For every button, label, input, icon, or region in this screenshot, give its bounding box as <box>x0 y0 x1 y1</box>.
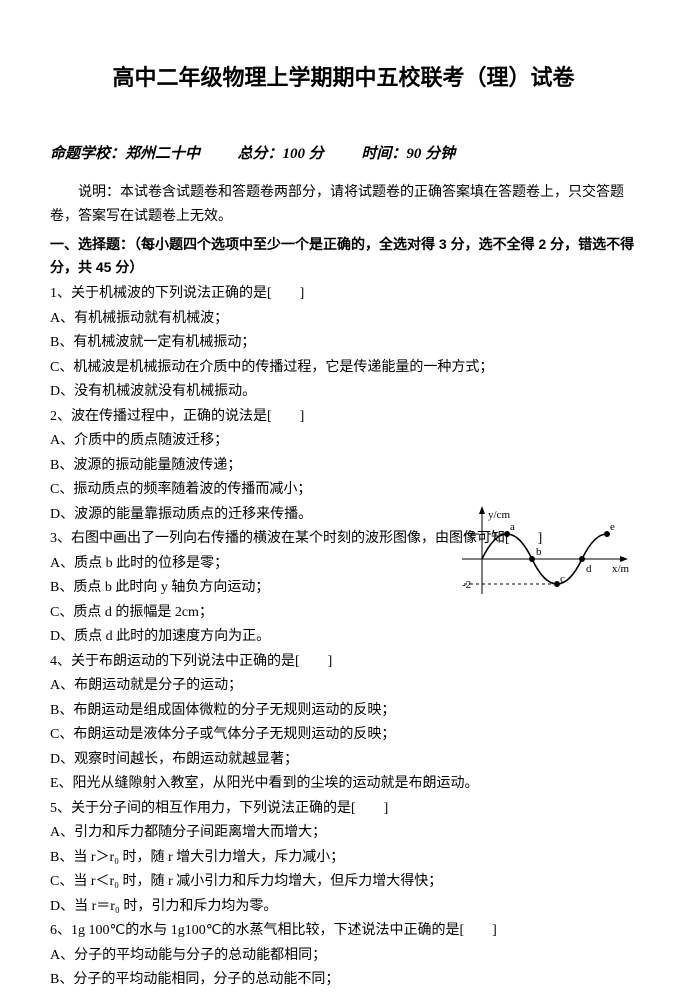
point-b <box>529 556 535 562</box>
label-e: e <box>610 521 615 533</box>
y-tick-min: -2 <box>462 579 471 591</box>
q6-option-b: B、分子的平均动能相同，分子的总动能不同； <box>50 968 637 993</box>
school-value: 郑州二十中 <box>125 146 200 162</box>
label-c: c <box>560 573 565 585</box>
y-axis-arrow-icon <box>479 506 485 514</box>
q4-option-a: A、布朗运动就是分子的运动； <box>50 674 637 699</box>
exam-title: 高中二年级物理上学期期中五校联考（理）试卷 <box>50 60 637 92</box>
q1-option-b: B、有机械波就一定有机械振动； <box>50 331 637 356</box>
time-value: 90 分钟 <box>406 146 455 162</box>
q2-stem: 2、波在传播过程中，正确的说法是[ ] <box>50 405 637 430</box>
q5-option-b: B、当 r＞r₀ 时，随 r 增大引力增大，斥力减小； <box>50 846 637 871</box>
q3-option-d: D、质点 d 此时的加速度方向为正。 <box>50 625 637 650</box>
q3-option-c: C、质点 d 的振幅是 2cm； <box>50 601 637 626</box>
instructions: 说明：本试卷含试题卷和答题卷两部分，请将试题卷的正确答案填在答题卷上，只交答题卷… <box>50 181 637 229</box>
exam-meta: 命题学校：郑州二十中 总分：100 分 时间：90 分钟 <box>50 142 637 163</box>
q2-option-c: C、振动质点的频率随着波的传播而减小； <box>50 478 637 503</box>
x-axis-label: x/m <box>612 563 630 575</box>
q2-option-a: A、介质中的质点随波迁移； <box>50 429 637 454</box>
q5-option-d: D、当 r＝r₀ 时，引力和斥力均为零。 <box>50 895 637 920</box>
wave-figure: y/cm x/m 2 -2 a b c d e <box>452 504 632 604</box>
y-axis-label: y/cm <box>488 509 510 521</box>
q4-option-c: C、布朗运动是液体分子或气体分子无规则运动的反映； <box>50 723 637 748</box>
y-tick-max: 2 <box>470 529 476 541</box>
x-axis-arrow-icon <box>620 556 628 562</box>
section-1-header: 一、选择题：（每小题四个选项中至少一个是正确的，全选对得 3 分，选不全得 2 … <box>50 233 637 281</box>
total-label: 总分： <box>238 146 283 162</box>
q4-option-b: B、布朗运动是组成固体微粒的分子无规则运动的反映； <box>50 699 637 724</box>
q5-option-a: A、引力和斥力都随分子间距离增大而增大； <box>50 821 637 846</box>
q2-option-b: B、波源的振动能量随波传递； <box>50 454 637 479</box>
school-label: 命题学校： <box>50 146 125 162</box>
exam-page: 高中二年级物理上学期期中五校联考（理）试卷 命题学校：郑州二十中 总分：100 … <box>0 0 687 971</box>
q4-option-e: E、阳光从缝隙射入教室，从阳光中看到的尘埃的运动就是布朗运动。 <box>50 772 637 797</box>
q1-option-d: D、没有机械波就没有机械振动。 <box>50 380 637 405</box>
q1-stem: 1、关于机械波的下列说法正确的是[ ] <box>50 282 637 307</box>
wave-svg: y/cm x/m 2 -2 a b c d e <box>452 504 632 604</box>
time-label: 时间： <box>361 146 406 162</box>
q6-option-a: A、分子的平均动能与分子的总动能都相同； <box>50 944 637 969</box>
label-d: d <box>586 563 592 575</box>
point-d <box>579 556 585 562</box>
q4-option-d: D、观察时间越长，布朗运动就越显著； <box>50 748 637 773</box>
q1-option-c: C、机械波是机械振动在介质中的传播过程，它是传递能量的一种方式； <box>50 356 637 381</box>
label-b: b <box>536 546 542 558</box>
total-value: 100 分 <box>283 146 324 162</box>
label-a: a <box>510 521 515 533</box>
q1-option-a: A、有机械振动就有机械波； <box>50 307 637 332</box>
q4-stem: 4、关于布朗运动的下列说法中正确的是[ ] <box>50 650 637 675</box>
q5-stem: 5、关于分子间的相互作用力，下列说法正确的是[ ] <box>50 797 637 822</box>
q5-option-c: C、当 r＜r₀ 时，随 r 减小引力和斥力均增大，但斥力增大得快； <box>50 870 637 895</box>
q6-stem: 6、1g 100℃的水与 1g100℃的水蒸气相比较，下述说法中正确的是[ ] <box>50 919 637 944</box>
